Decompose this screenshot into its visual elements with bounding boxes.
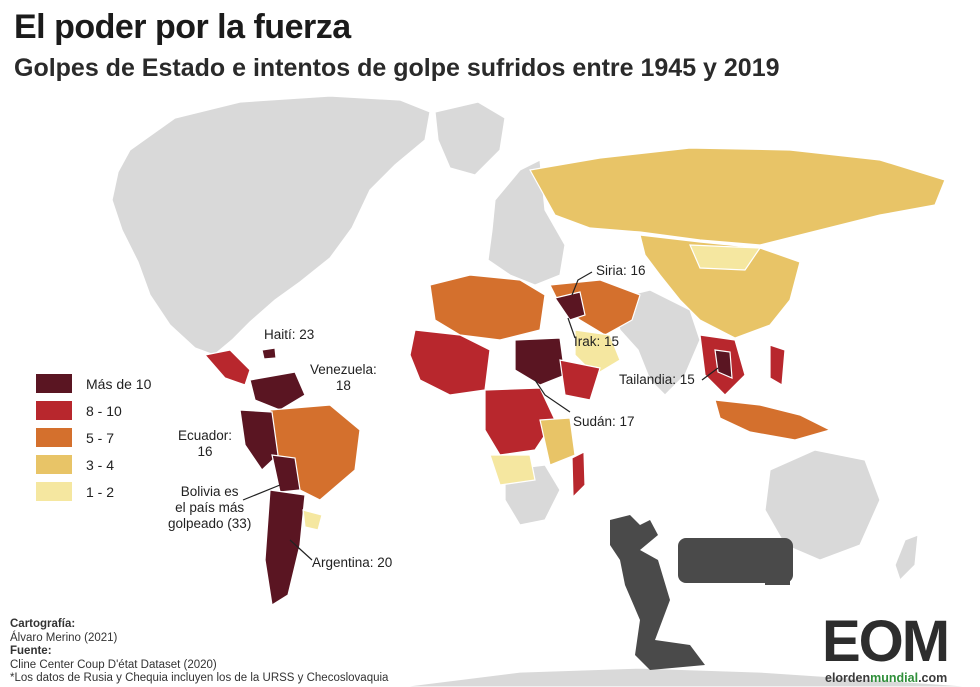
legend-label: 8 - 10	[86, 402, 122, 419]
north-america-landmass	[111, 95, 431, 356]
thailand-region	[714, 349, 733, 379]
footnote: *Los datos de Rusia y Chequia incluyen l…	[10, 672, 389, 684]
cartography-label: Cartografía:	[10, 618, 76, 630]
no-data-landmasses	[111, 95, 980, 687]
west-africa-region	[409, 329, 491, 396]
europe-landmass	[487, 159, 566, 286]
new-zealand-landmass	[894, 534, 919, 582]
sudan-region	[514, 337, 566, 386]
bolivia-leader	[242, 484, 281, 501]
greenland-landmass	[434, 101, 506, 176]
legend-label: 1 - 2	[86, 483, 115, 500]
legend-swatch	[36, 374, 72, 393]
argentina-chile-region	[264, 489, 306, 606]
annotation-siria: Siria: 16	[596, 263, 646, 278]
annotation-venezuela-line1: Venezuela:	[310, 362, 377, 377]
peru-ecuador-region	[239, 409, 279, 471]
sudan-leader	[534, 379, 571, 413]
north-africa-region	[429, 274, 546, 341]
coup-regions	[203, 147, 946, 606]
tailandia-leader	[701, 367, 719, 381]
haiti-region	[261, 347, 277, 360]
annotation-bolivia-line1: Bolivia es	[180, 484, 239, 499]
colombia-venezuela-region	[249, 371, 306, 411]
logo-url-part2: mundial	[870, 671, 919, 685]
source-label: Fuente:	[10, 645, 52, 657]
world-map	[111, 95, 980, 687]
syria-iraq-region	[554, 291, 586, 321]
annotation-ecuador: Ecuador: 16	[178, 428, 232, 460]
legend-label: 3 - 4	[86, 456, 115, 473]
legend-item: 5 - 7	[36, 424, 151, 451]
logo-url-part1: elorden	[825, 671, 871, 685]
legend-label: Más de 10	[86, 375, 152, 392]
annotation-sudan: Sudán: 17	[573, 414, 635, 429]
annotation-haiti: Haití: 23	[264, 327, 315, 342]
annotation-venezuela-line2: 18	[335, 378, 351, 393]
legend-item: 1 - 2	[36, 478, 151, 505]
eom-logo: EOM elordenmundial.com	[822, 613, 972, 687]
logo-letters: EOM	[822, 609, 950, 674]
arabia-region	[574, 329, 621, 376]
annotation-bolivia-line3: golpeado (33)	[168, 516, 252, 531]
annotation-bolivia: Bolivia es el país más golpeado (33)	[168, 484, 251, 532]
annotation-venezuela: Venezuela: 18	[310, 362, 377, 394]
philippines-region	[769, 344, 786, 386]
annotation-ecuador-line2: 16	[197, 444, 213, 459]
legend-swatch	[36, 401, 72, 420]
legend-swatch	[36, 482, 72, 501]
legend-swatch	[36, 428, 72, 447]
logo-url-part3: .com	[918, 671, 948, 685]
source-value: Cline Center Coup D'état Dataset (2020)	[10, 658, 217, 671]
madagascar-region	[571, 451, 586, 499]
map-legend: Más de 10 8 - 10 5 - 7 3 - 4 1 - 2	[36, 370, 151, 505]
annotation-leader-lines	[242, 271, 719, 561]
legend-swatch	[36, 455, 72, 474]
central-america-region	[203, 349, 251, 386]
uruguay-region	[302, 509, 323, 531]
siria-leader	[571, 271, 593, 296]
angola-region	[489, 454, 536, 486]
annotation-irak: Irak: 15	[574, 334, 620, 349]
logo-url: elordenmundial.com	[825, 671, 947, 685]
horn-of-africa-region	[559, 359, 601, 401]
map-subtitle: Golpes de Estado e intentos de golpe suf…	[14, 54, 780, 82]
annotation-tailandia: Tailandia: 15	[619, 372, 695, 387]
antarctica-landmass	[399, 667, 980, 687]
annotation-bolivia-line2: el país más	[175, 500, 245, 515]
argentina-leader	[289, 539, 313, 561]
annotation-ecuador-line1: Ecuador:	[178, 428, 233, 443]
legend-item: 3 - 4	[36, 451, 151, 478]
mongolia-region	[689, 244, 762, 271]
russia-region	[529, 147, 946, 246]
indonesia-region	[714, 399, 832, 441]
legend-item: 8 - 10	[36, 397, 151, 424]
map-title: El poder por la fuerza	[14, 8, 351, 46]
chess-king-icon	[610, 515, 793, 670]
east-africa-region	[539, 417, 576, 466]
annotation-argentina: Argentina: 20	[312, 555, 393, 570]
cartography-value: Álvaro Merino (2021)	[10, 631, 118, 644]
bolivia-region	[271, 454, 301, 493]
australia-landmass	[764, 449, 881, 561]
legend-label: 5 - 7	[86, 429, 115, 446]
map-credits: Cartografía: Álvaro Merino (2021) Fuente…	[10, 618, 388, 686]
legend-item: Más de 10	[36, 370, 151, 397]
irak-leader	[567, 317, 576, 339]
